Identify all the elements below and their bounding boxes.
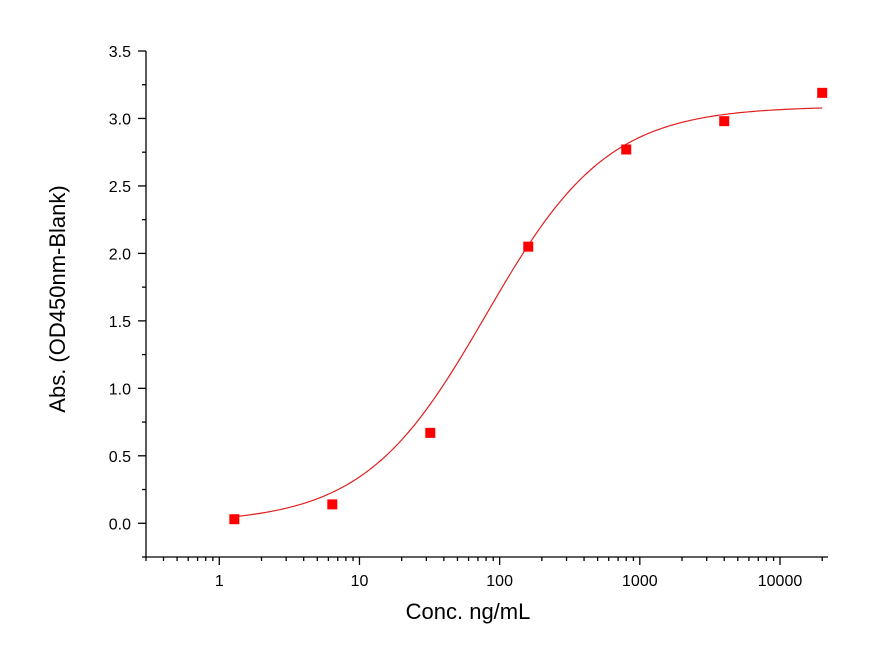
- data-point: [817, 87, 828, 98]
- data-point: [327, 499, 338, 510]
- y-tick-label: 0.5: [109, 449, 131, 466]
- y-tick-label: 2.0: [109, 246, 131, 263]
- x-tick-label: 10: [351, 573, 369, 590]
- data-point: [425, 427, 436, 438]
- y-tick-label: 1.5: [109, 314, 131, 331]
- x-tick-label: 100: [486, 573, 513, 590]
- data-point: [719, 116, 730, 127]
- axes: [145, 51, 828, 558]
- y-tick-label: 1.0: [109, 381, 131, 398]
- data-point: [621, 144, 632, 155]
- y-tick-label: 0.0: [109, 516, 131, 533]
- x-tick-label: 1000: [622, 573, 658, 590]
- x-tick-label: 10000: [758, 573, 803, 590]
- x-tick-label: 1: [215, 573, 224, 590]
- y-tick-label: 2.5: [109, 179, 131, 196]
- y-tick-label: 3.0: [109, 111, 131, 128]
- y-axis-ticks: 0.0 0.5 1.0 1.5 2.0 2.5 3.0 3.5: [109, 44, 146, 558]
- data-point: [229, 514, 240, 525]
- x-axis-ticks: 1 10 100 1000 10000: [145, 557, 823, 590]
- y-axis-label: Abs. (OD450nm-Blank): [45, 185, 70, 412]
- fit-curve: [234, 107, 823, 518]
- data-point: [523, 241, 534, 252]
- data-points: [229, 87, 828, 525]
- x-axis-label: Conc. ng/mL: [406, 599, 531, 624]
- y-tick-label: 3.5: [109, 44, 131, 61]
